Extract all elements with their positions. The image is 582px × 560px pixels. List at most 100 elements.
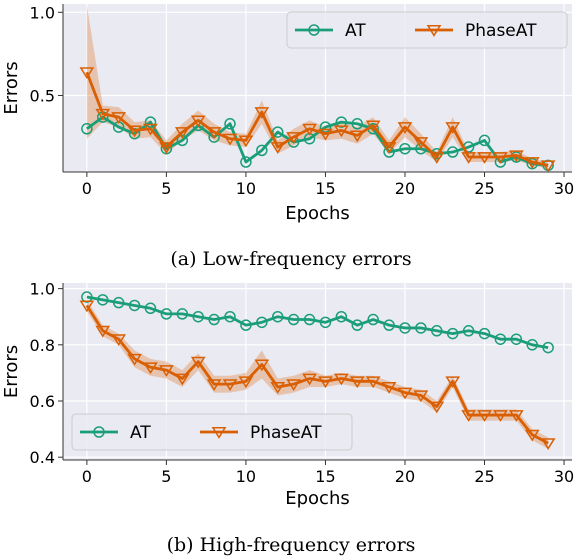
chart-panel-1: 0 5 10 15 20 25 30 0.5 1.0 Epochs Errors AT PhaseAT (… <box>1 3 574 270</box>
data-point-phaseat <box>477 410 492 422</box>
data-point-at <box>335 310 348 323</box>
data-point-phaseat <box>318 376 333 389</box>
data-point-at <box>287 313 300 326</box>
data-point-phaseat <box>524 157 540 169</box>
data-point-phaseat <box>540 160 556 173</box>
data-point-at <box>97 294 109 306</box>
data-point-phaseat <box>445 376 461 389</box>
data-point-phaseat <box>111 112 127 124</box>
data-point-phaseat <box>174 127 190 139</box>
legend-label-at: AT <box>345 21 366 41</box>
data-point-phaseat <box>445 122 461 134</box>
data-point-phaseat <box>286 379 301 391</box>
panel-caption: (b) High-frequency errors <box>167 534 416 556</box>
y-tick-label: 0.5 <box>30 86 55 105</box>
data-point-at <box>144 116 157 128</box>
data-point-phaseat <box>461 152 476 164</box>
data-point-at <box>446 327 459 340</box>
data-point-phaseat <box>508 410 524 422</box>
data-point-phaseat <box>302 123 317 136</box>
data-point-at <box>542 341 554 354</box>
legend-marker-at <box>308 24 320 36</box>
data-point-at <box>510 333 523 345</box>
x-axis-label: Epochs <box>285 488 350 509</box>
data-point-at <box>256 144 268 157</box>
y-tick-label: 0.4 <box>30 448 55 467</box>
y-axis-label: Errors <box>1 345 22 398</box>
data-point-phaseat <box>254 107 270 119</box>
data-point-at <box>446 146 459 158</box>
data-point-phaseat <box>365 376 381 389</box>
data-point-at <box>526 339 538 351</box>
data-point-at <box>431 325 443 337</box>
data-point-phaseat <box>397 387 413 400</box>
data-point-at <box>478 134 491 147</box>
data-point-at <box>399 142 411 155</box>
data-point-at <box>271 126 284 138</box>
x-tick-label: 5 <box>161 179 171 198</box>
data-point-phaseat <box>143 362 158 375</box>
data-point-phaseat <box>365 120 381 133</box>
data-point-phaseat <box>190 356 206 369</box>
data-point-phaseat <box>349 130 365 143</box>
data-point-phaseat <box>493 410 508 422</box>
data-point-at <box>462 325 475 337</box>
data-point-at <box>319 316 332 329</box>
data-point-at <box>271 310 284 323</box>
data-point-phaseat <box>413 390 429 403</box>
y-tick-label: 1.0 <box>30 280 55 299</box>
y-axis-label: Errors <box>1 61 22 114</box>
data-point-phaseat <box>429 152 445 164</box>
data-point-at <box>192 310 204 323</box>
data-point-at <box>160 308 173 320</box>
x-tick-label: 20 <box>395 467 415 486</box>
x-tick-label: 30 <box>554 179 574 198</box>
data-point-at <box>208 313 220 326</box>
legend-label-phaseat: PhaseAT <box>250 423 322 443</box>
data-point-phaseat <box>79 300 95 313</box>
data-point-at <box>303 313 316 326</box>
legend: AT PhaseAT <box>71 413 353 451</box>
data-point-at <box>176 134 189 147</box>
data-point-at <box>399 322 411 334</box>
data-point-phaseat <box>381 142 397 154</box>
y-tick-label: 0.6 <box>30 392 55 411</box>
data-point-at <box>494 333 507 345</box>
data-point-phaseat <box>222 379 238 391</box>
data-point-phaseat <box>111 334 127 347</box>
data-point-phaseat <box>493 152 508 164</box>
data-point-phaseat <box>318 128 333 141</box>
data-point-phaseat <box>159 365 174 377</box>
data-point-phaseat <box>190 115 206 128</box>
data-point-phaseat <box>222 133 238 146</box>
phaseat-std-band <box>86 299 549 449</box>
data-point-phaseat <box>127 125 142 138</box>
legend: AT PhaseAT <box>286 11 568 49</box>
data-point-at <box>367 313 379 326</box>
data-point-phaseat <box>127 353 142 366</box>
data-point-at <box>112 296 125 309</box>
data-point-phaseat <box>270 142 286 154</box>
data-point-phaseat <box>540 438 556 450</box>
data-point-phaseat <box>508 150 524 163</box>
data-point-phaseat <box>334 125 349 138</box>
data-point-phaseat <box>349 376 365 389</box>
x-axis-label: Epochs <box>285 203 350 224</box>
data-point-at <box>335 116 348 128</box>
data-point-phaseat <box>286 132 301 144</box>
data-point-at <box>240 156 252 168</box>
y-tick-label: 1.0 <box>30 3 55 22</box>
x-tick-label: 10 <box>236 467 256 486</box>
x-tick-label: 25 <box>474 179 494 198</box>
data-point-at <box>415 322 427 334</box>
x-tick-label: 20 <box>395 179 415 198</box>
data-point-at <box>383 319 395 331</box>
data-point-phaseat <box>159 142 174 154</box>
data-point-phaseat <box>206 379 222 391</box>
data-point-at <box>176 308 189 320</box>
data-point-phaseat <box>381 382 397 394</box>
data-point-phaseat <box>238 376 254 389</box>
data-point-at <box>478 327 491 340</box>
data-point-at <box>351 319 364 331</box>
data-point-at <box>81 123 93 135</box>
